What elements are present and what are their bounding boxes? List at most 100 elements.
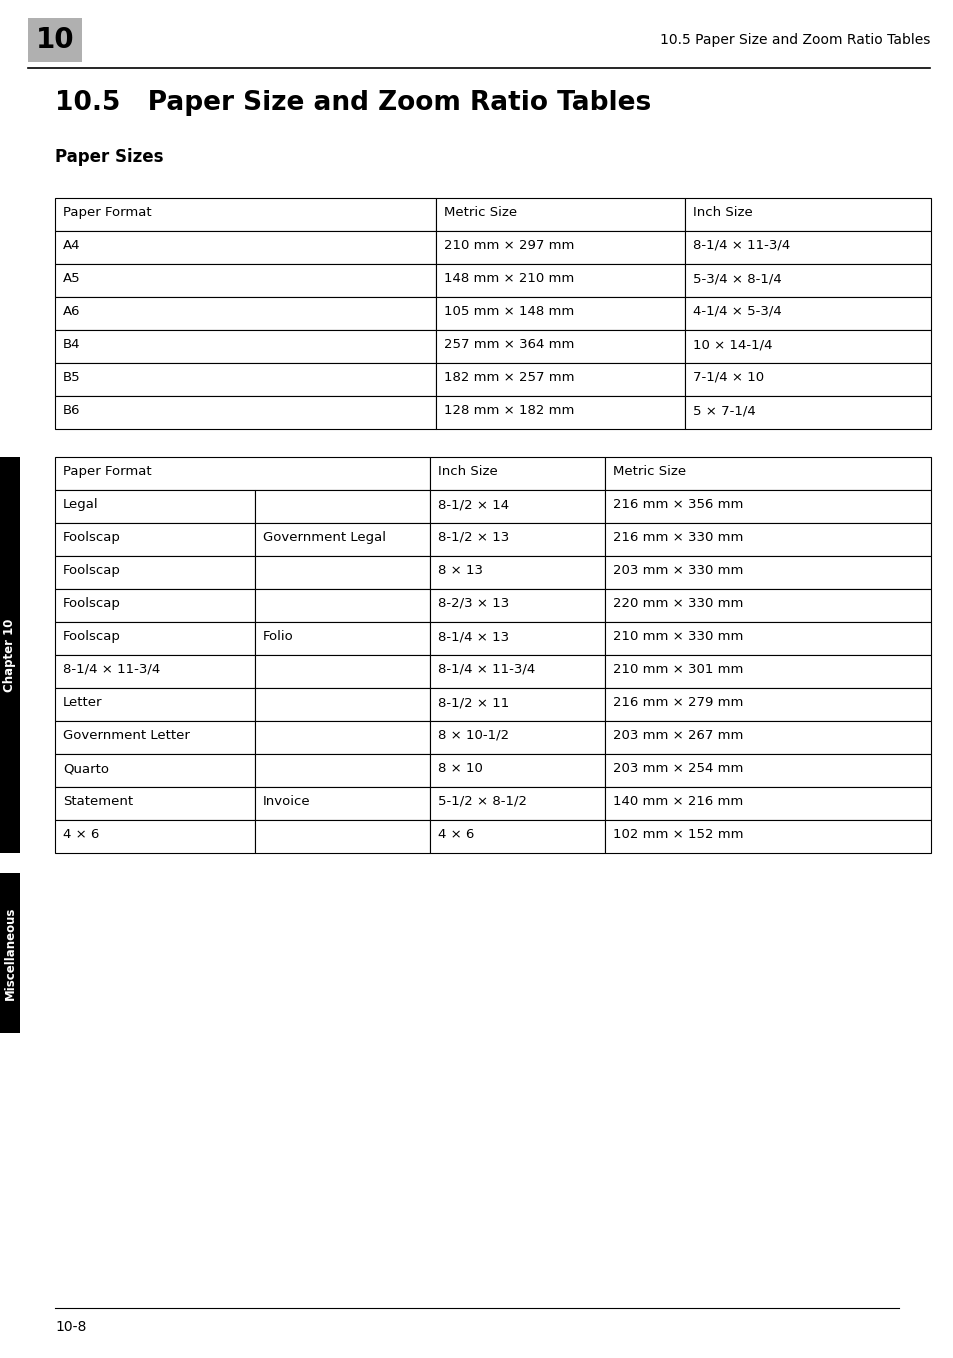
Bar xyxy=(430,788,604,820)
Bar xyxy=(604,689,930,721)
Text: Foolscap: Foolscap xyxy=(63,630,121,642)
Text: Metric Size: Metric Size xyxy=(613,464,685,478)
Bar xyxy=(604,555,930,589)
Text: 8 × 10: 8 × 10 xyxy=(437,762,482,775)
Text: B5: B5 xyxy=(63,371,81,384)
Bar xyxy=(254,589,430,622)
Text: 140 mm × 216 mm: 140 mm × 216 mm xyxy=(613,794,742,808)
Bar xyxy=(684,198,930,231)
Bar xyxy=(254,788,430,820)
Bar xyxy=(55,397,436,429)
Text: 8-1/4 × 11-3/4: 8-1/4 × 11-3/4 xyxy=(437,663,535,676)
Bar xyxy=(436,297,684,330)
Text: 102 mm × 152 mm: 102 mm × 152 mm xyxy=(613,828,742,841)
Bar xyxy=(254,622,430,655)
Bar xyxy=(430,458,604,490)
Bar xyxy=(254,721,430,754)
Text: 7-1/4 × 10: 7-1/4 × 10 xyxy=(692,371,763,384)
Text: 216 mm × 330 mm: 216 mm × 330 mm xyxy=(613,531,742,545)
Text: Inch Size: Inch Size xyxy=(692,206,752,219)
Bar xyxy=(55,363,436,397)
Text: 4-1/4 × 5-3/4: 4-1/4 × 5-3/4 xyxy=(692,306,781,318)
Text: 10.5   Paper Size and Zoom Ratio Tables: 10.5 Paper Size and Zoom Ratio Tables xyxy=(55,90,651,115)
Text: 5 × 7-1/4: 5 × 7-1/4 xyxy=(692,403,755,417)
Text: Legal: Legal xyxy=(63,498,98,511)
Bar xyxy=(684,263,930,297)
Text: Statement: Statement xyxy=(63,794,133,808)
Bar xyxy=(254,555,430,589)
Text: A5: A5 xyxy=(63,272,81,285)
Text: 8-1/4 × 13: 8-1/4 × 13 xyxy=(437,630,509,642)
Bar xyxy=(55,263,436,297)
Bar xyxy=(430,754,604,788)
Bar xyxy=(254,490,430,523)
Text: 10 × 14-1/4: 10 × 14-1/4 xyxy=(692,338,772,350)
Text: 8-1/2 × 11: 8-1/2 × 11 xyxy=(437,697,509,709)
Text: 4 × 6: 4 × 6 xyxy=(63,828,99,841)
Text: 148 mm × 210 mm: 148 mm × 210 mm xyxy=(443,272,574,285)
Text: Quarto: Quarto xyxy=(63,762,109,775)
Bar xyxy=(55,523,254,555)
Bar xyxy=(604,788,930,820)
Bar xyxy=(254,754,430,788)
Bar xyxy=(684,231,930,263)
Bar xyxy=(604,589,930,622)
Bar xyxy=(55,721,254,754)
Text: 8-1/4 × 11-3/4: 8-1/4 × 11-3/4 xyxy=(692,239,789,253)
Text: Government Letter: Government Letter xyxy=(63,729,190,741)
Bar xyxy=(254,523,430,555)
Bar xyxy=(684,397,930,429)
Bar xyxy=(55,198,436,231)
Text: 203 mm × 267 mm: 203 mm × 267 mm xyxy=(613,729,742,741)
Text: 10.5 Paper Size and Zoom Ratio Tables: 10.5 Paper Size and Zoom Ratio Tables xyxy=(659,33,929,48)
Bar xyxy=(430,721,604,754)
Text: A4: A4 xyxy=(63,239,80,253)
Bar xyxy=(604,622,930,655)
Text: 105 mm × 148 mm: 105 mm × 148 mm xyxy=(443,306,574,318)
Text: 10-8: 10-8 xyxy=(55,1320,87,1334)
Bar xyxy=(55,297,436,330)
Text: Foolscap: Foolscap xyxy=(63,531,121,545)
Text: 4 × 6: 4 × 6 xyxy=(437,828,474,841)
Text: A6: A6 xyxy=(63,306,80,318)
Text: Metric Size: Metric Size xyxy=(443,206,517,219)
Text: Chapter 10: Chapter 10 xyxy=(4,618,16,691)
Text: 216 mm × 356 mm: 216 mm × 356 mm xyxy=(613,498,742,511)
Text: Paper Sizes: Paper Sizes xyxy=(55,148,163,166)
Text: 257 mm × 364 mm: 257 mm × 364 mm xyxy=(443,338,574,350)
Bar xyxy=(436,330,684,363)
Bar xyxy=(55,754,254,788)
Text: Invoice: Invoice xyxy=(263,794,311,808)
Text: 203 mm × 330 mm: 203 mm × 330 mm xyxy=(613,564,742,577)
Bar xyxy=(430,689,604,721)
Bar xyxy=(55,622,254,655)
Bar xyxy=(684,363,930,397)
Bar xyxy=(55,589,254,622)
Bar xyxy=(55,788,254,820)
Text: 210 mm × 297 mm: 210 mm × 297 mm xyxy=(443,239,574,253)
Text: Government Legal: Government Legal xyxy=(263,531,386,545)
Text: Inch Size: Inch Size xyxy=(437,464,497,478)
Bar xyxy=(430,589,604,622)
Bar xyxy=(55,330,436,363)
Text: 220 mm × 330 mm: 220 mm × 330 mm xyxy=(613,598,742,610)
Text: B4: B4 xyxy=(63,338,80,350)
Text: Folio: Folio xyxy=(263,630,294,642)
Bar xyxy=(55,231,436,263)
Text: 128 mm × 182 mm: 128 mm × 182 mm xyxy=(443,403,574,417)
Text: 216 mm × 279 mm: 216 mm × 279 mm xyxy=(613,697,742,709)
Bar xyxy=(604,523,930,555)
Bar xyxy=(55,689,254,721)
Text: Foolscap: Foolscap xyxy=(63,564,121,577)
Text: Foolscap: Foolscap xyxy=(63,598,121,610)
Bar xyxy=(430,523,604,555)
Bar xyxy=(604,490,930,523)
Text: B6: B6 xyxy=(63,403,80,417)
Bar xyxy=(436,397,684,429)
Bar xyxy=(430,820,604,853)
Text: 8 × 13: 8 × 13 xyxy=(437,564,482,577)
Bar xyxy=(604,655,930,689)
Bar xyxy=(604,721,930,754)
Bar xyxy=(55,820,254,853)
Bar xyxy=(684,297,930,330)
